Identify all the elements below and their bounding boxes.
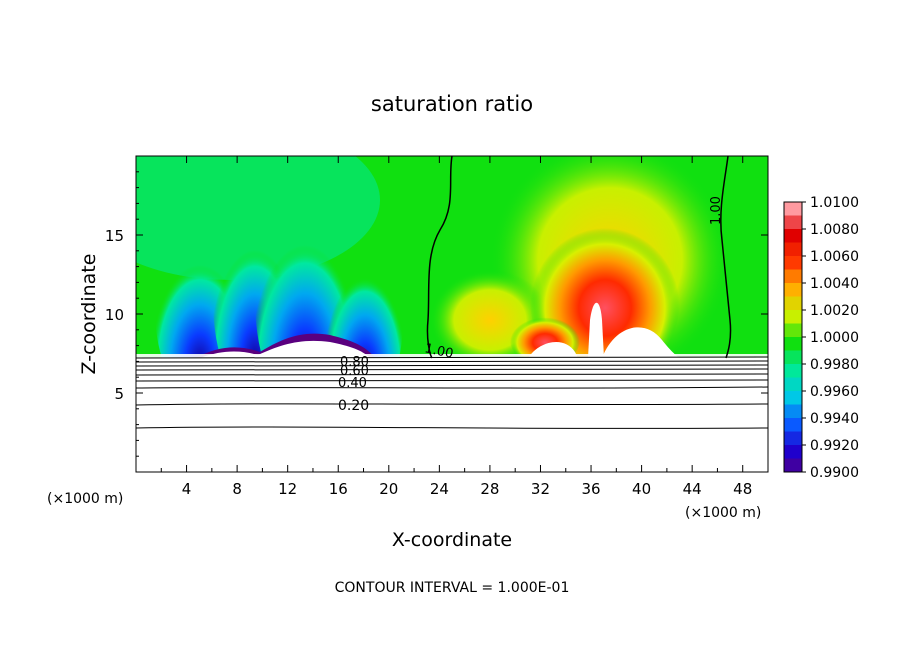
y-axis-title: Z-coordinate <box>78 254 100 375</box>
colorbar-swatch-blend <box>784 431 802 445</box>
colorbar-label: 1.0020 <box>810 303 859 319</box>
contour-label: 0.20 <box>338 398 369 414</box>
y-tick-label: 10 <box>105 306 124 324</box>
colorbar-label: 0.9920 <box>810 438 859 454</box>
x-tick-label: 4 <box>182 480 192 498</box>
colorbar-label: 0.9960 <box>810 384 859 400</box>
contour-label: 0.60 <box>340 364 369 379</box>
x-tick-label: 36 <box>581 480 600 498</box>
colorbar-label: 1.0040 <box>810 276 859 292</box>
x-tick-label: 32 <box>531 480 550 498</box>
colorbar-label: 1.0080 <box>810 222 859 238</box>
x-axis-title: X-coordinate <box>392 529 512 551</box>
y-axis-ticks: 5 10 15 <box>105 171 768 457</box>
y-tick-label: 5 <box>114 385 124 403</box>
colorbar-label: 0.9980 <box>810 357 859 373</box>
contour-interval-note: CONTOUR INTERVAL = 1.000E-01 <box>335 580 570 596</box>
x-tick-label: 20 <box>379 480 398 498</box>
x-tick-label: 48 <box>733 480 752 498</box>
colorbar-swatch-blend <box>784 242 802 256</box>
colorbar-swatch-blend <box>784 269 802 283</box>
colorbar-label: 1.0000 <box>810 330 859 346</box>
x-tick-label: 16 <box>329 480 348 498</box>
x-unit-right: (×1000 m) <box>685 505 761 521</box>
colorbar-swatch-blend <box>784 296 802 310</box>
colorbar-swatch-blend <box>784 377 802 391</box>
x-tick-label: 40 <box>632 480 651 498</box>
colorbar-label: 1.0060 <box>810 249 859 265</box>
colorbar-label: 0.9940 <box>810 411 859 427</box>
saturation-field <box>136 156 768 358</box>
colorbar-swatch-blend <box>784 350 802 364</box>
x-unit-left: (×1000 m) <box>47 491 123 507</box>
x-tick-label: 12 <box>278 480 297 498</box>
colorbar-swatch-blend <box>784 323 802 337</box>
x-tick-label: 8 <box>232 480 242 498</box>
x-tick-label: 44 <box>683 480 702 498</box>
x-tick-label: 28 <box>480 480 499 498</box>
x-axis-ticks: 4 8 12 16 20 24 28 32 36 40 44 48 <box>160 156 752 498</box>
colorbar-label: 0.9900 <box>810 465 859 481</box>
colorbar-label: 1.0100 <box>810 195 859 211</box>
colorbar-swatch-blend <box>784 404 802 418</box>
y-tick-label: 15 <box>105 227 124 245</box>
contour-lines <box>135 155 769 429</box>
x-tick-label: 24 <box>430 480 449 498</box>
colorbar: 0.9900 0.9920 0.9940 0.9960 0.9980 1.0000 1.00… <box>783 195 859 481</box>
colorbar-swatch-blend <box>784 458 802 472</box>
contour-label: 1.00 <box>709 196 724 225</box>
contour-label: 1.00 <box>423 341 454 362</box>
chart-title: saturation ratio <box>371 92 533 116</box>
contour-label: 0.80 <box>340 355 369 370</box>
contour-label: 0.40 <box>338 376 367 391</box>
colorbar-swatch-blend <box>784 215 802 229</box>
